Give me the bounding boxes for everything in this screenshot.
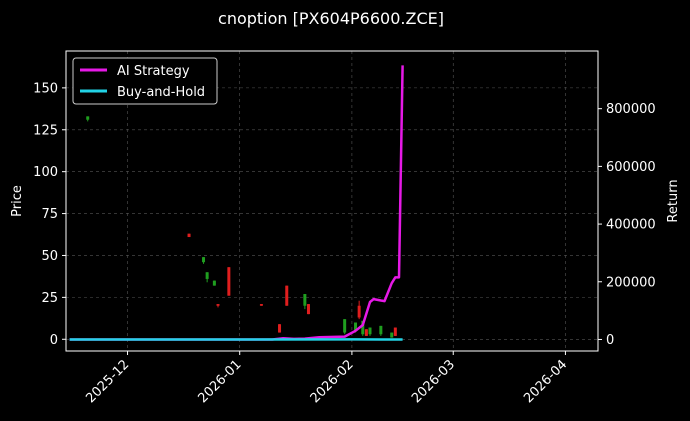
y-right-tick-label: 200000 [606,275,656,290]
y-axis-left-label: Price [10,185,25,217]
y-right-tick-label: 800000 [606,102,656,117]
candle-body [285,285,289,306]
y-left-tick-label: 100 [33,165,58,180]
x-tick-label: 2026-03 [409,357,458,406]
legend: AI Strategy Buy-and-Hold [72,57,218,105]
candle-body [216,304,220,306]
candle-body [368,327,372,335]
legend-box [72,57,218,105]
y-axis-right-label: Return [666,179,681,222]
candle-body [306,304,310,315]
x-tick-label: 2026-01 [196,357,245,406]
candle-body [205,272,209,279]
candle-body [212,280,216,286]
y-left-tick-label: 150 [33,81,58,96]
candlesticks [86,116,397,338]
series-lines [69,65,404,341]
candle-body [393,327,397,336]
candle-body [227,267,231,296]
candle-body [86,116,90,120]
x-tick-label: 2026-04 [521,357,570,406]
candle-body [357,305,361,318]
chart-title: cnoption [PX604P6600.ZCE] [218,9,444,28]
candle-body [202,257,206,263]
y-right-tick-label: 600000 [606,160,656,175]
candle-body [343,319,347,333]
candle-body [390,332,394,338]
y-left-tick-label: 50 [41,249,58,264]
candle-body [303,294,307,306]
x-tick-label: 2025-12 [83,357,132,406]
y-left-tick-label: 0 [50,333,58,348]
y-left-tick-label: 125 [33,123,58,138]
candle-body [187,233,191,238]
axis-ticks: 2025-12 2026-01 2026-02 2026-03 2026-04 0 25 50… [33,81,655,406]
y-left-tick-label: 25 [41,291,58,306]
series-line-ai-strategy [69,65,404,341]
y-right-tick-label: 0 [606,333,614,348]
y-left-tick-label: 75 [41,207,58,222]
legend-label-ai-strategy: AI Strategy [117,64,190,79]
candle-body [259,304,263,306]
candle-body [379,325,383,335]
x-tick-label: 2026-02 [308,357,357,406]
legend-label-buy-and-hold: Buy-and-Hold [117,85,205,100]
y-right-tick-label: 400000 [606,218,656,233]
candle-body [364,329,368,336]
candle-body [278,324,282,333]
plot-frame [65,50,599,352]
candle-body [354,322,358,331]
candle-body [361,320,365,335]
